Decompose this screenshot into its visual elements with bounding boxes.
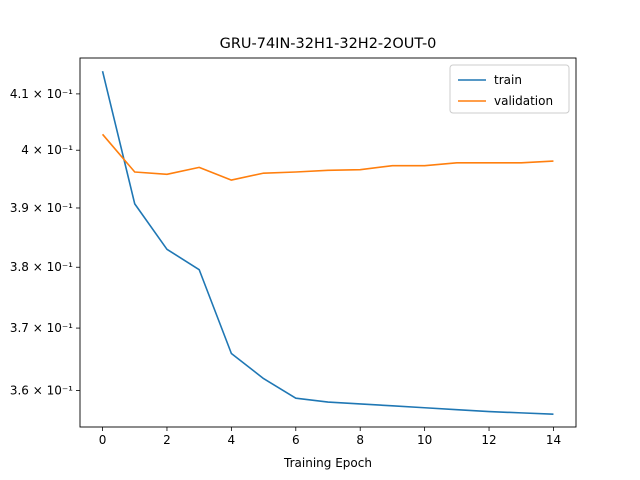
axes: 0 2 4 6 8 10 12 14 3.6 × 10⁻¹ 3.7 × 10⁻¹ 3.8 × 10⁻… bbox=[10, 57, 577, 447]
y-tick-label: 4.1 × 10⁻¹ bbox=[10, 87, 73, 101]
x-tick-label: 8 bbox=[356, 433, 364, 447]
x-tick-label: 12 bbox=[481, 433, 496, 447]
y-tick-label: 4 × 10⁻¹ bbox=[21, 143, 73, 157]
series-line-train bbox=[101, 70, 554, 415]
y-tick-label: 3.9 × 10⁻¹ bbox=[10, 201, 73, 215]
x-tick-label: 2 bbox=[163, 433, 171, 447]
y-tick-label: 3.7 × 10⁻¹ bbox=[10, 321, 73, 335]
x-axis-label: Training Epoch bbox=[283, 456, 372, 470]
x-tick-label: 6 bbox=[292, 433, 300, 447]
x-tick-label: 14 bbox=[546, 433, 561, 447]
x-tick-label: 0 bbox=[99, 433, 107, 447]
y-tick-label: 3.6 × 10⁻¹ bbox=[10, 384, 73, 398]
x-tick-label: 10 bbox=[417, 433, 432, 447]
axes-frame bbox=[79, 57, 577, 428]
legend-label-train: train bbox=[494, 73, 522, 87]
legend-label-validation: validation bbox=[494, 94, 553, 108]
legend: train validation bbox=[449, 64, 570, 114]
plot-area bbox=[101, 70, 554, 415]
y-tick-label: 3.8 × 10⁻¹ bbox=[10, 260, 73, 274]
series-line-validation bbox=[101, 133, 554, 181]
x-tick-label: 4 bbox=[228, 433, 236, 447]
chart-title: GRU-74IN-32H1-32H2-2OUT-0 bbox=[220, 36, 437, 52]
